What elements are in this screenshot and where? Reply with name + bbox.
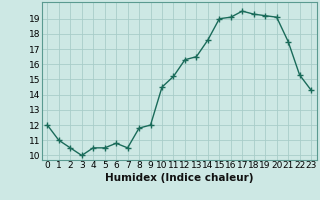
X-axis label: Humidex (Indice chaleur): Humidex (Indice chaleur) bbox=[105, 173, 253, 183]
